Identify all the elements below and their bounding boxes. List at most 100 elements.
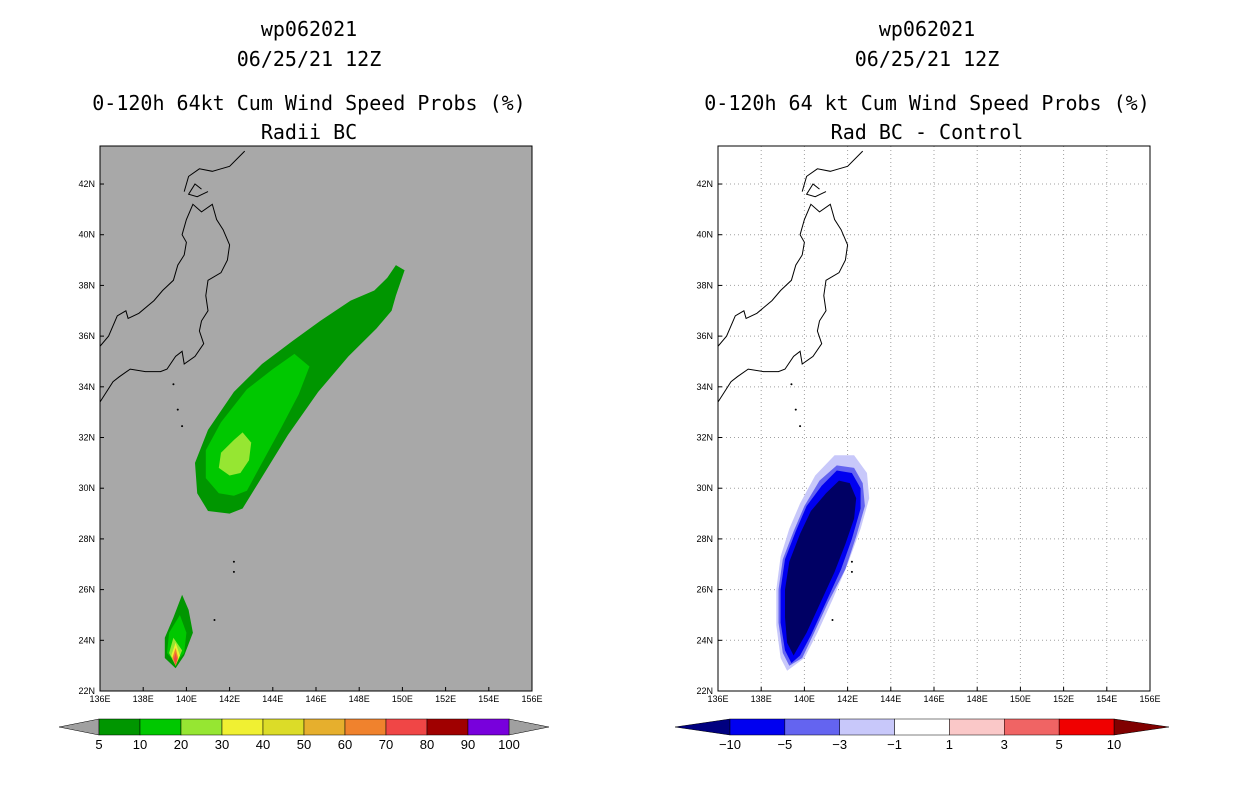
colorbar-swatch [98, 718, 141, 736]
y-tick-label: 22N [696, 686, 713, 696]
colorbar-swatch [180, 718, 223, 736]
y-tick-label: 36N [696, 331, 713, 341]
island [790, 383, 793, 386]
x-tick-label: 156E [521, 694, 542, 704]
colorbar-label: 70 [379, 737, 393, 752]
header-storm-id: wp062021 [878, 17, 976, 41]
right-map-chart: 136E 138E 140E 142E 144E 146E 148E 150E 152E 154E… [674, 145, 1170, 752]
chart-title: 0-120h 64kt Cum Wind Speed Probs (%) [92, 91, 526, 115]
y-tick-label: 40N [78, 230, 95, 240]
island [213, 619, 216, 622]
coastline [801, 150, 864, 192]
x-tick-label: 140E [176, 694, 197, 704]
colorbar-low-arrow [58, 718, 100, 736]
coastline [100, 203, 231, 403]
x-tick-label: 150E [392, 694, 413, 704]
colorbar-swatch [949, 718, 1005, 736]
y-tick-label: 38N [78, 280, 95, 290]
x-tick-label: 136E [89, 694, 110, 704]
contour-level-neg10 [785, 480, 857, 656]
x-tick-label: 146E [923, 694, 944, 704]
colorbar-label: −1 [887, 737, 902, 752]
y-tick-label: 38N [696, 280, 713, 290]
x-tick-label: 156E [1139, 694, 1160, 704]
colorbar-label: −3 [832, 737, 847, 752]
colorbar-label: 60 [338, 737, 352, 752]
colorbar-swatch [729, 718, 786, 736]
left-map-chart: 136E 138E 140E 142E 144E 146E 148E 150E 152E 154E… [58, 145, 550, 752]
colorbar-label: −10 [719, 737, 741, 752]
plot-background [100, 146, 532, 691]
y-tick-label: 28N [78, 534, 95, 544]
x-tick-label: 148E [349, 694, 370, 704]
island [850, 570, 853, 573]
colorbar-swatch [262, 718, 305, 736]
contour-level-20 [218, 432, 252, 476]
coastline [805, 183, 827, 198]
x-tick-label: 138E [751, 694, 772, 704]
colorbar-swatch [467, 718, 510, 736]
colorbar-swatch [894, 718, 950, 736]
x-tick-label: 154E [478, 694, 499, 704]
colorbar-swatch [1004, 718, 1060, 736]
colorbar-label: 1 [946, 737, 953, 752]
coastline [187, 183, 209, 198]
island [232, 560, 235, 563]
colorbar-low-arrow [674, 718, 731, 736]
y-tick-label: 42N [696, 179, 713, 189]
y-tick-label: 34N [78, 382, 95, 392]
y-tick-label: 26N [78, 585, 95, 595]
colorbar-label: 5 [95, 737, 102, 752]
coastline [718, 203, 849, 403]
contour-level-70 [173, 653, 178, 666]
plot-area [100, 150, 405, 669]
x-tick-label: 142E [219, 694, 240, 704]
y-tick-label: 30N [696, 483, 713, 493]
header-storm-id: wp062021 [260, 17, 358, 41]
chart-title: 0-120h 64 kt Cum Wind Speed Probs (%) [704, 91, 1150, 115]
x-tick-label: 146E [305, 694, 326, 704]
colorbar-swatch [303, 718, 346, 736]
header-datetime: 06/25/21 12Z [854, 47, 1000, 71]
x-tick-label: 150E [1010, 694, 1031, 704]
right-chart-panel: wp062021 06/25/21 12Z 0-120h 64 kt Cum W… [618, 0, 1236, 800]
x-tick-label: 138E [133, 694, 154, 704]
colorbar-label: 10 [1107, 737, 1121, 752]
y-tick-label: 34N [696, 382, 713, 392]
colorbar-label: 5 [1056, 737, 1063, 752]
chart-subtitle: Rad BC - Control [830, 120, 1024, 144]
x-tick-label: 152E [1053, 694, 1074, 704]
x-tick-label: 144E [262, 694, 283, 704]
x-tick-label: 148E [967, 694, 988, 704]
x-tick-label: 136E [707, 694, 728, 704]
x-tick-label: 144E [880, 694, 901, 704]
colorbar-label: 90 [461, 737, 475, 752]
y-tick-label: 32N [696, 433, 713, 443]
colorbar-swatch [344, 718, 387, 736]
island [831, 619, 834, 622]
colorbar-swatch [385, 718, 428, 736]
y-tick-label: 22N [78, 686, 95, 696]
y-tick-label: 42N [78, 179, 95, 189]
x-tick-label: 140E [794, 694, 815, 704]
island [181, 425, 184, 428]
colorbar-label: 20 [174, 737, 188, 752]
colorbar-swatch [426, 718, 469, 736]
x-tick-label: 154E [1096, 694, 1117, 704]
colorbar-label: 100 [498, 737, 520, 752]
y-tick-label: 32N [78, 433, 95, 443]
colorbar-swatch [784, 718, 840, 736]
header-datetime: 06/25/21 12Z [236, 47, 382, 71]
colorbar-label: −5 [777, 737, 792, 752]
y-tick-label: 24N [696, 635, 713, 645]
y-tick-label: 24N [78, 635, 95, 645]
colorbar-swatch [1058, 718, 1115, 736]
y-tick-label: 40N [696, 230, 713, 240]
plot-area [718, 146, 1150, 691]
island [794, 408, 797, 411]
island [232, 570, 235, 573]
colorbar-high-arrow [1113, 718, 1170, 736]
colorbar-label: 3 [1001, 737, 1008, 752]
y-tick-label: 36N [78, 331, 95, 341]
island [176, 408, 179, 411]
